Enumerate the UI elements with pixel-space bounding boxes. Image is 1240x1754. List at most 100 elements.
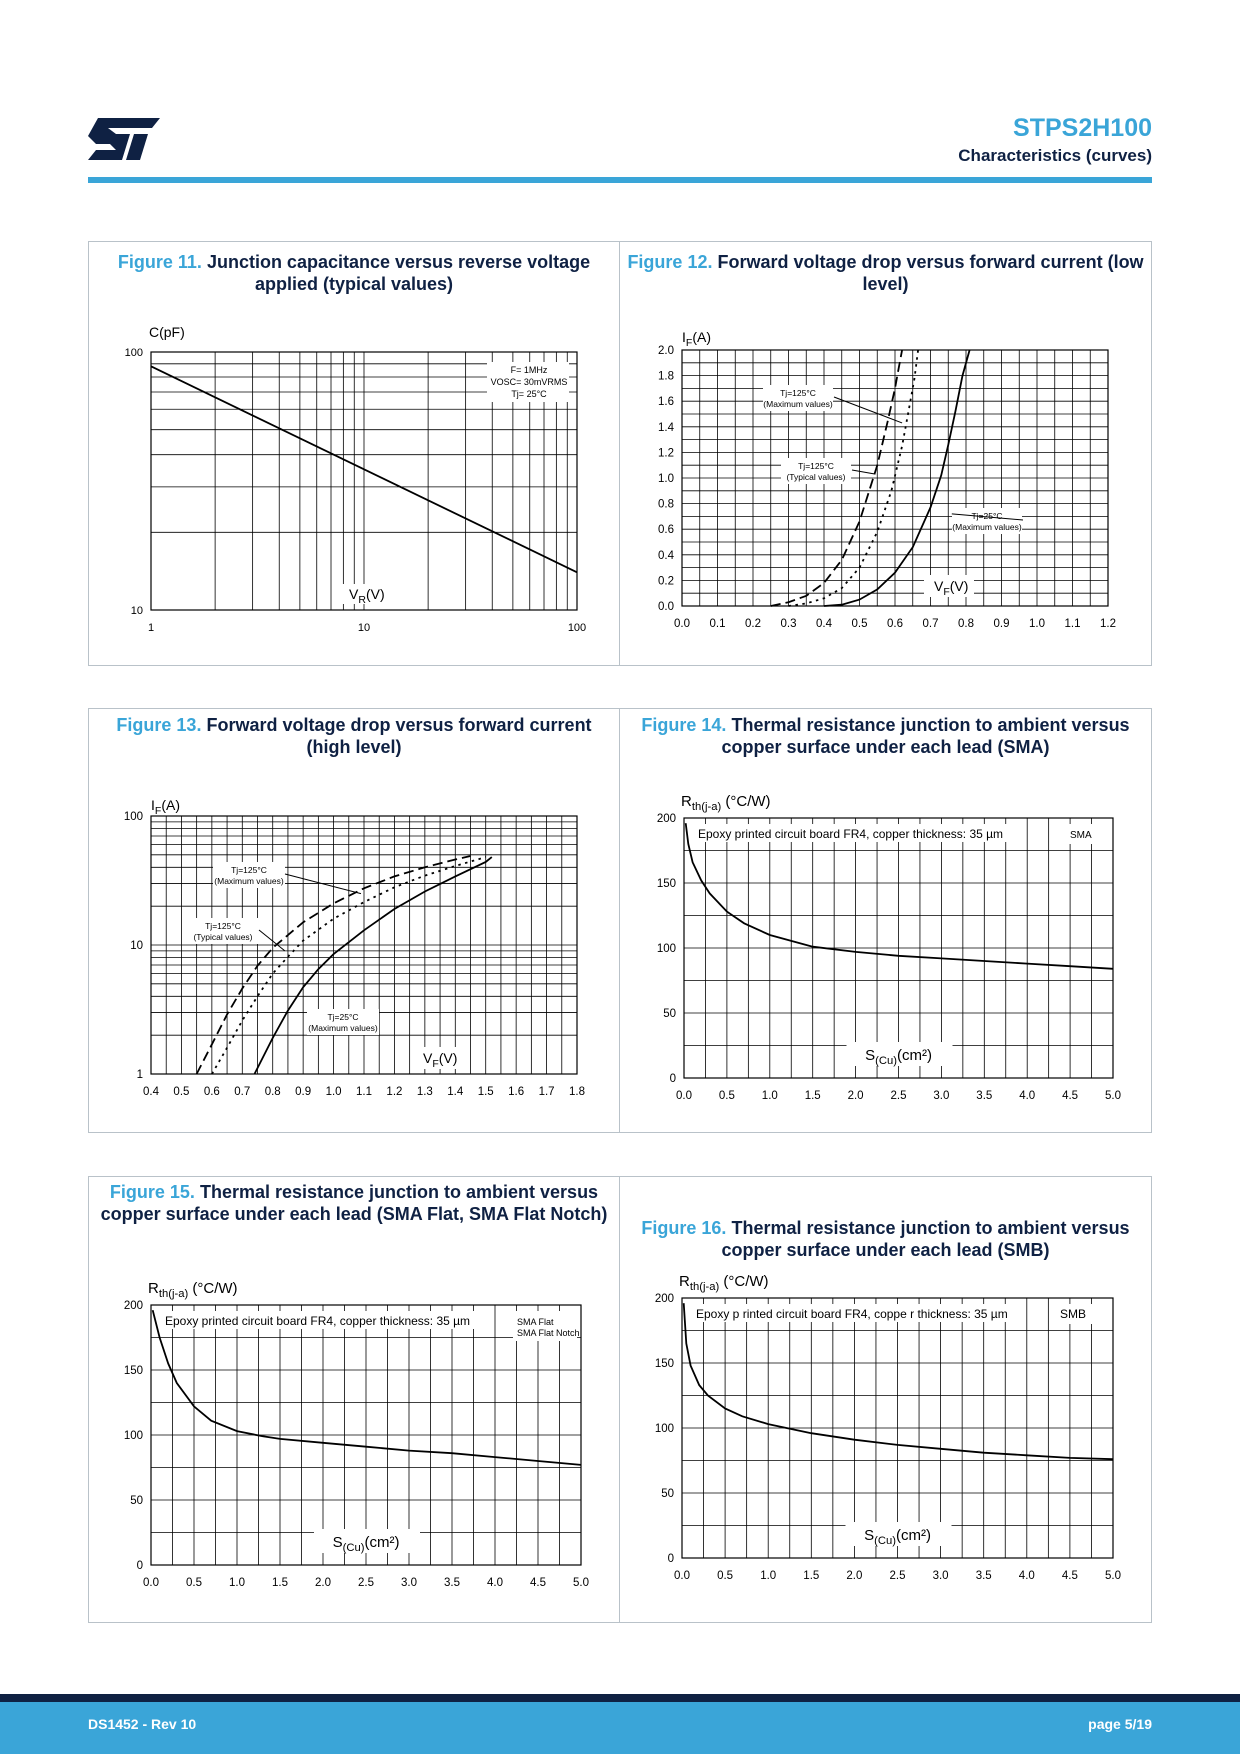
figure-11-title: Junction capacitance versus reverse volt… <box>206 252 591 294</box>
f13-x-tick-label: 0.9 <box>295 1086 311 1098</box>
f16-x-tick-label: 2.5 <box>890 1570 906 1582</box>
f13-y-tick-label: 10 <box>130 940 143 952</box>
f14-x-tick-label: 2.0 <box>848 1090 864 1102</box>
f13-series-line-3 <box>253 856 493 1075</box>
f15-x-tick-label: 2.5 <box>358 1577 374 1589</box>
figure-13-title: Forward voltage drop versus forward curr… <box>206 715 592 757</box>
f11-y-tick-label: 10 <box>131 605 143 617</box>
f13-label-tj25-max-line-2: (Maximum values) <box>308 1023 378 1033</box>
f15-y-tick-label: 0 <box>137 1560 143 1572</box>
f15-x-tick-label: 5.0 <box>573 1577 589 1589</box>
f16-y-axis-label: Rth(j-a) (°C/W) <box>679 1273 769 1293</box>
f15-y-tick-label: 200 <box>124 1300 143 1312</box>
f12-series-line-2 <box>788 349 919 607</box>
f12-y-tick-label: 0.0 <box>658 601 674 613</box>
f16-tag-label: SMB <box>1060 1307 1086 1321</box>
figure-13-chart: 0.4 0.5 0.6 0.7 0.8 0.9 1.0 1.1 1.2 1.3 1.4 1.5 1.6 1… <box>124 797 585 1098</box>
f13-label-tj125-max-bg <box>213 862 285 888</box>
figure-11-chart: 1 10 100 10 100 C(pF) VR(V) F= 1MHz VOSC= 30mVRM… <box>125 324 587 634</box>
f16-x-tick-label: 2.0 <box>846 1570 862 1582</box>
f15-y-tick-label: 150 <box>124 1365 143 1377</box>
f14-x-tick-label: 1.0 <box>762 1090 778 1102</box>
f16-x-tick-label: 0.5 <box>717 1570 733 1582</box>
f12-x-tick-label: 0.4 <box>816 618 833 630</box>
f16-x-tick-label: 3.0 <box>933 1570 949 1582</box>
f13-series-line-2 <box>211 856 486 1075</box>
f14-tag-label: SMA <box>1070 830 1092 841</box>
figure-14-number: Figure 14. <box>641 715 727 735</box>
figure-15-caption: Figure 15. Thermal resistance junction t… <box>95 1181 613 1225</box>
f13-series-line-1 <box>195 855 471 1075</box>
f14-x-tick-label: 4.5 <box>1062 1090 1078 1102</box>
f14-y-tick-label: 50 <box>663 1008 676 1020</box>
f14-x-tick-label: 0.5 <box>719 1090 735 1102</box>
f12-label-tj125-max-line-2: (Maximum values) <box>763 399 833 409</box>
f14-x-tick-label: 3.0 <box>933 1090 949 1102</box>
f15-y-tick-label: 100 <box>124 1430 143 1442</box>
f15-x-label-bg <box>314 1529 420 1553</box>
f16-x-tick-label: 3.5 <box>976 1570 992 1582</box>
f14-y-axis-label: Rth(j-a) (°C/W) <box>681 793 771 813</box>
f15-tag-bg <box>513 1311 577 1341</box>
f16-series-line-1 <box>682 1303 1114 1461</box>
f13-x-tick-label: 1.8 <box>569 1086 585 1098</box>
f12-y-tick-label: 0.6 <box>658 524 674 536</box>
f13-label-tj125-typ-leader <box>258 929 286 952</box>
footer-rule <box>0 1694 1240 1702</box>
f15-tag-label: SMA Flat <box>517 1317 554 1327</box>
f12-series-line-3 <box>823 349 971 607</box>
f12-label-tj25-max-leader <box>951 513 1024 521</box>
figure-11-caption: Figure 11. Junction capacitance versus r… <box>95 251 613 295</box>
f14-note: Epoxy printed circuit board FR4, copper … <box>698 827 1003 841</box>
f11-x-tick-label: 1 <box>148 622 154 634</box>
product-name: STPS2H100 <box>1013 114 1152 142</box>
f12-x-tick-label: 0.6 <box>887 618 903 630</box>
figure-14-panel: Figure 14. Thermal resistance junction t… <box>619 708 1152 1133</box>
f16-x-label-bg <box>845 1522 952 1546</box>
f13-label-tj125-max-leader <box>284 873 362 895</box>
figure-13-number: Figure 13. <box>116 715 202 735</box>
f12-label-tj25-max-bg <box>952 508 1022 534</box>
f12-series-line-1 <box>770 349 903 607</box>
f13-x-tick-label: 1.7 <box>539 1086 555 1098</box>
f12-y-tick-label: 0.2 <box>658 575 674 587</box>
f12-y-tick-label: 0.4 <box>658 550 675 562</box>
f16-x-tick-label: 1.5 <box>803 1570 819 1582</box>
f12-label-tj125-typ-line-2: (Typical values) <box>786 472 845 482</box>
f14-tag-bg <box>1066 824 1104 844</box>
f11-plot-frame <box>150 351 578 611</box>
f13-label-tj25-max-line-1: Tj=25°C <box>327 1012 358 1022</box>
f14-x-tick-label: 3.5 <box>976 1090 992 1102</box>
f13-label-tj125-typ-line-2: (Typical values) <box>193 932 252 942</box>
f12-label-tj125-typ-line-1: Tj=125°C <box>798 461 834 471</box>
f12-x-tick-label: 0.8 <box>958 618 974 630</box>
f13-x-tick-label: 1.1 <box>356 1086 372 1098</box>
f12-x-tick-label: 1.2 <box>1100 618 1116 630</box>
figure-15-number: Figure 15. <box>109 1182 195 1202</box>
f13-x-tick-label: 1.6 <box>508 1086 524 1098</box>
f12-label-tj125-max-bg <box>763 385 833 411</box>
f12-y-tick-label: 1.4 <box>658 422 675 434</box>
f11-x-axis-label: VR(V) <box>349 586 385 606</box>
f16-x-tick-label: 1.0 <box>760 1570 776 1582</box>
f12-x-tick-label: 0.2 <box>745 618 761 630</box>
f13-x-tick-label: 1.3 <box>417 1086 433 1098</box>
f15-y-tick-label: 50 <box>130 1495 143 1507</box>
f13-x-tick-label: 0.7 <box>234 1086 250 1098</box>
f12-y-tick-label: 2.0 <box>658 345 674 357</box>
f13-y-tick-label: 1 <box>137 1069 143 1081</box>
f11-x-tick-label: 100 <box>568 622 586 634</box>
f13-label-tj125-max-line-1: Tj=125°C <box>231 865 267 875</box>
f14-note-bg <box>694 824 1012 842</box>
f12-label-tj125-max-line-1: Tj=125°C <box>780 388 816 398</box>
figure-14-title: Thermal resistance junction to ambient v… <box>721 715 1130 757</box>
f12-x-tick-label: 0.3 <box>781 618 797 630</box>
f11-annotation-line-1: F= 1MHz <box>511 365 548 375</box>
f14-x-axis-label: S(Cu)(cm²) <box>865 1047 932 1067</box>
f16-tag-bg <box>1056 1304 1096 1324</box>
f13-x-tick-label: 1.0 <box>326 1086 342 1098</box>
figure-16-title: Thermal resistance junction to ambient v… <box>721 1218 1130 1260</box>
f15-plot-frame <box>150 1304 582 1566</box>
f14-x-tick-label: 2.5 <box>891 1090 907 1102</box>
figure-16-number: Figure 16. <box>641 1218 727 1238</box>
